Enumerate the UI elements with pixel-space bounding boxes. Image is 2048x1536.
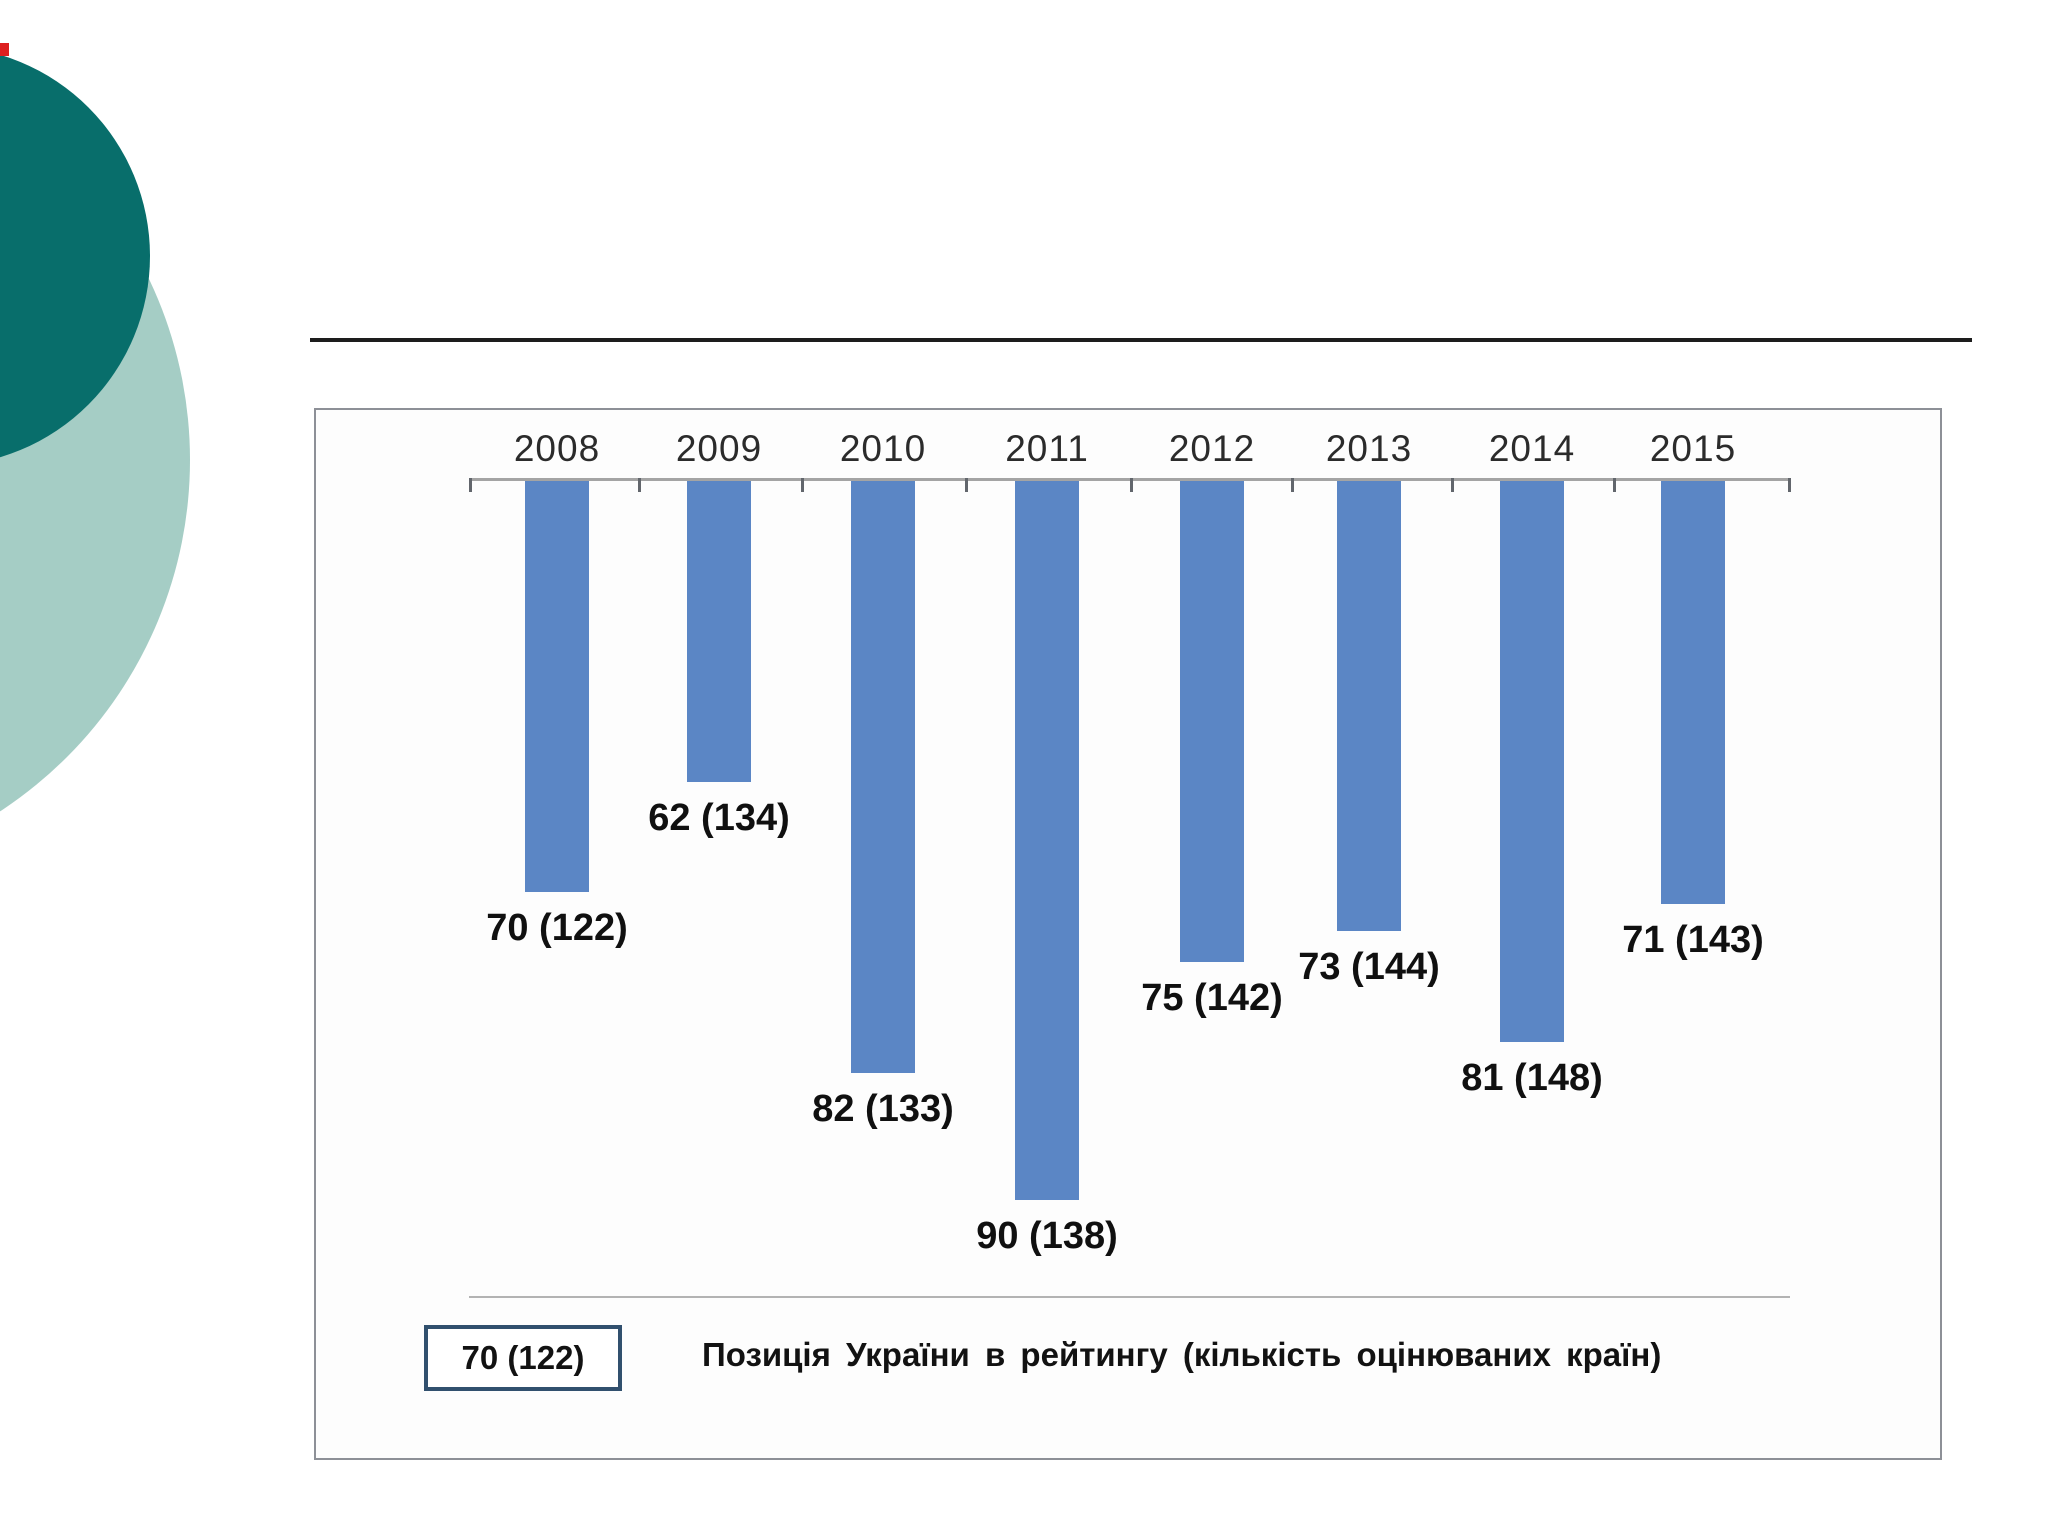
year-label: 2009 — [675, 428, 763, 469]
legend-sample-label: 70 (122) — [461, 1339, 585, 1376]
year-label: 2008 — [513, 428, 601, 469]
bar-value-label: 62 (134) — [648, 797, 790, 839]
bar-2010 — [851, 480, 915, 1073]
axis-tick — [1613, 478, 1616, 492]
year-label: 2011 — [1005, 428, 1089, 469]
bar-2015 — [1661, 480, 1725, 904]
top-axis-line — [469, 478, 1790, 481]
axis-tick — [801, 478, 804, 492]
bar-2014 — [1500, 480, 1564, 1042]
bar-2011 — [1015, 480, 1079, 1200]
axis-tick — [1788, 478, 1791, 492]
axis-tick — [965, 478, 968, 492]
legend-sample-box: 70 (122) — [424, 1325, 622, 1391]
axis-tick — [469, 478, 472, 492]
axis-tick — [1291, 478, 1294, 492]
decor-red-mark — [0, 43, 9, 56]
bar-value-label: 75 (142) — [1141, 977, 1283, 1019]
chart-frame: 2008 70 (122) 2009 62 (134) 2010 82 (133… — [314, 408, 1942, 1460]
year-label: 2015 — [1649, 428, 1737, 469]
axis-tick — [1451, 478, 1454, 492]
year-label: 2013 — [1325, 428, 1413, 469]
bar-value-label: 71 (143) — [1622, 919, 1764, 961]
bar-value-label: 82 (133) — [812, 1088, 954, 1130]
bar-value-label: 73 (144) — [1298, 946, 1440, 988]
axis-tick — [638, 478, 641, 492]
bar-value-label: 70 (122) — [486, 907, 628, 949]
legend-separator-line — [469, 1296, 1790, 1298]
axis-tick — [1130, 478, 1133, 492]
legend-description: Позиція України в рейтингу (кількість оц… — [702, 1336, 1662, 1373]
year-label: 2014 — [1488, 428, 1576, 469]
bar-value-label: 81 (148) — [1461, 1057, 1603, 1099]
bar-2009 — [687, 480, 751, 782]
title-separator-line — [310, 338, 1972, 342]
year-label: 2010 — [839, 428, 927, 469]
bar-value-label: 90 (138) — [976, 1215, 1118, 1257]
bar-2013 — [1337, 480, 1401, 931]
year-label: 2012 — [1168, 428, 1256, 469]
bar-chart: 2008 70 (122) 2009 62 (134) 2010 82 (133… — [316, 410, 1940, 1458]
bar-2008 — [525, 480, 589, 892]
bar-2012 — [1180, 480, 1244, 962]
